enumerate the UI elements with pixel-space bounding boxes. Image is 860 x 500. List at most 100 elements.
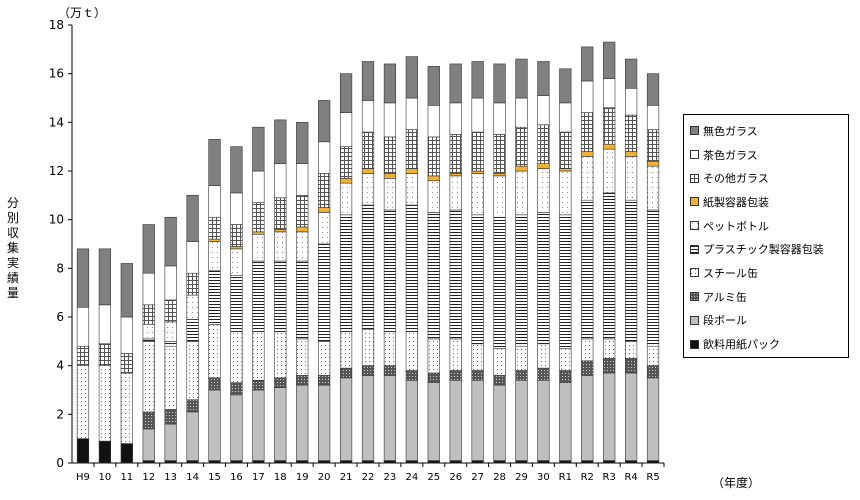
bar-segment [361,460,375,464]
bar-segment [515,370,528,381]
bar-segment [515,379,528,461]
bar-segment [405,129,418,169]
bar-segment [471,173,484,216]
bar-segment [230,331,243,384]
bar-segment [581,156,594,201]
legend-swatch [690,244,699,254]
x-tick-label: 24 [405,472,418,483]
bar-segment [646,460,660,464]
x-tick-label: 14 [186,472,199,483]
bar-segment [493,216,506,349]
bar-segment [274,377,287,388]
y-tick-label: 10 [49,213,64,227]
bar-segment [296,163,309,196]
bar-segment [252,260,265,332]
bar-segment [186,294,199,320]
bar-segment [581,151,594,157]
bar-segment [230,275,243,332]
bar-segment [449,175,462,211]
bar-segment [296,122,309,165]
bar-segment [449,134,462,174]
bar-segment [296,460,309,464]
bar-segment [427,175,440,182]
bar-segment [537,343,550,369]
bar-segment [405,370,418,381]
bar-segment [603,460,616,464]
bar-segment [405,379,418,461]
bar-segment [142,304,155,325]
bar-segment [164,423,177,461]
bar-segment [449,173,462,177]
bar-segment [339,178,353,184]
bar-segment [318,384,331,461]
bar-segment [208,241,221,272]
bar-segment [361,375,375,461]
bar-segment [625,114,638,152]
bar-segment [164,299,177,323]
bar-segment [252,170,265,203]
bar-segment [383,209,397,332]
bar-segment [318,212,331,245]
x-tick-label: 22 [362,472,375,483]
bar-segment [142,272,155,306]
bar-segment [493,375,506,386]
bar-segment [383,460,397,464]
x-tick-label: 20 [318,472,331,483]
bar-segment [537,460,550,464]
legend-swatch [690,150,699,160]
x-axis-label: （年度） [712,476,761,490]
bar-segment [449,63,462,104]
bar-segment [98,343,111,366]
legend-item: 飲料用紙パック [684,332,848,356]
bar-segment [427,460,440,464]
x-tick-label: 27 [471,472,484,483]
bar-segment [98,248,111,306]
bar-segment [296,195,309,228]
bar-segment [208,185,221,218]
bar-segment [230,394,243,461]
bar-segment [471,61,484,99]
bar-segment [515,58,528,99]
bar-segment [142,224,155,274]
bar-segment [646,105,660,130]
legend-item: その他ガラス [684,166,848,190]
bar-segment [515,170,528,216]
bar-segment [449,379,462,461]
bar-segment [427,105,440,138]
legend-item: 段ボール [684,309,848,333]
bar-segment [559,68,572,104]
bar-segment [339,331,353,369]
bar-segment [274,331,287,379]
bar-segment [76,345,90,366]
bar-segment [625,372,638,461]
bar-segment [603,358,616,374]
legend-label: スチール缶 [703,266,758,280]
legend-swatch [690,292,699,302]
bar-segment [361,131,375,169]
y-tick-label: 14 [49,115,64,129]
bar-segment [164,345,177,410]
bar-segment [98,304,111,345]
bar-segment [603,192,616,340]
y-tick-label: 6 [56,310,64,324]
bar-segment [186,399,199,413]
bar-segment [186,272,199,296]
x-tick-label: 30 [537,472,550,483]
bar-segment [625,358,638,374]
x-tick-label: 18 [274,472,287,483]
bar-segment [625,58,638,89]
bar-segment [252,379,265,391]
bar-segment [559,102,572,133]
y-tick-label: 2 [56,407,64,421]
bar-segment [559,460,572,464]
bar-segment [471,343,484,371]
bar-segment [537,168,550,213]
legend-swatch [690,268,699,278]
bar-segment [98,365,111,442]
bar-segment [559,168,572,172]
bar-segment [493,460,506,464]
bar-segment [405,331,418,371]
bar-segment [361,328,375,366]
bar-segment [274,229,287,233]
x-tick-label: 12 [142,472,155,483]
